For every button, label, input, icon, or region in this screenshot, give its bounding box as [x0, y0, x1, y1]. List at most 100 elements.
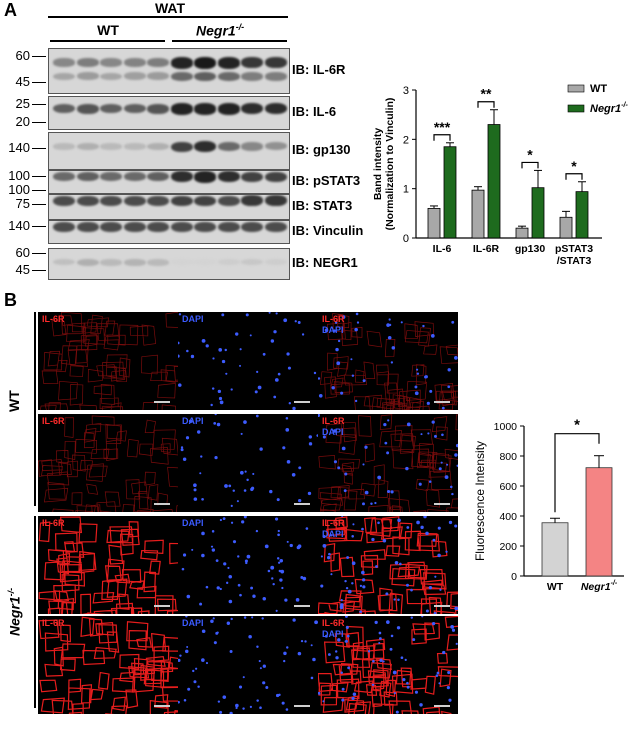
nucleus-dot [237, 583, 241, 587]
nucleus-dot [248, 634, 252, 639]
nucleus-dot [331, 386, 335, 390]
y-tick-label: 2 [403, 134, 409, 146]
blot-band [123, 221, 146, 232]
nucleus-dot [277, 561, 281, 564]
nucleus-dot [345, 625, 349, 629]
nucleus-dot [446, 463, 449, 466]
nucleus-dot [228, 484, 232, 488]
nucleus-dot [362, 502, 365, 506]
nucleus-dot [199, 472, 202, 475]
nucleus-dot [285, 416, 289, 420]
nucleus-dot [388, 318, 391, 321]
nucleus-dot [312, 657, 316, 662]
nucleus-dot [178, 313, 182, 316]
nucleus-dot [187, 687, 191, 691]
nucleus-dot [341, 315, 346, 319]
ib-label: IB: IL-6R [292, 62, 346, 77]
nucleus-dot [191, 548, 194, 551]
x-tick-label-line: pSTAT3 [555, 243, 593, 255]
nucleus-dot [250, 586, 254, 590]
nucleus-dot [451, 492, 454, 496]
nucleus-dot [252, 472, 255, 476]
nucleus-dot [268, 312, 271, 314]
nucleus-dot [298, 466, 302, 470]
blot-band [147, 258, 169, 266]
x-tick-label-line: IL-6 [433, 243, 452, 255]
nucleus-dot [393, 692, 396, 695]
membrane-stain [38, 516, 178, 614]
nucleus-dot [410, 588, 413, 592]
micrograph-image [38, 516, 178, 614]
nucleus-dot [406, 685, 410, 689]
nucleus-dot [367, 650, 371, 653]
channel-label: IL-6R DAPI [322, 618, 345, 640]
il6r-channel-label: IL-6R [42, 314, 65, 324]
nucleus-dot [213, 641, 217, 645]
y-tick-label: 1 [403, 184, 409, 196]
molecular-weight-marker: 60 [15, 245, 30, 260]
wt-row-label: WT [6, 390, 22, 412]
nucleus-dot [201, 658, 205, 662]
dapi-channel-label: DAPI [322, 427, 344, 437]
nucleus-dot [454, 606, 458, 611]
nucleus-dot [386, 323, 390, 327]
dapi-channel-label: DAPI [182, 314, 204, 324]
nucleus-dot [336, 361, 341, 366]
nucleus-dot [424, 375, 427, 379]
scale-bar [294, 503, 310, 505]
nucleus-dot [450, 625, 455, 629]
nucleus-dot [314, 620, 318, 625]
nucleus-dot [439, 588, 442, 591]
micrograph-tile: DAPI [178, 516, 318, 614]
x-tick-label: WT [547, 581, 564, 592]
nucleus-dot [211, 387, 215, 390]
nucleus-dot [276, 498, 280, 502]
nucleus-dot [435, 674, 439, 677]
blot-band [100, 72, 122, 80]
nucleus-dot [344, 640, 348, 643]
nucleus-dot [269, 489, 273, 494]
blot-band [53, 195, 75, 206]
nucleus-dot [344, 472, 348, 476]
nucleus-dot [421, 616, 424, 618]
nucleus-dot [190, 354, 195, 359]
marker-tick [32, 226, 46, 227]
nucleus-dot [362, 379, 366, 383]
micrograph-tile: DAPI [178, 616, 318, 714]
x-tick-label-main: WT [547, 581, 564, 592]
significance-label: *** [434, 119, 451, 135]
nucleus-dot [195, 667, 198, 670]
nucleus-dot [335, 656, 339, 660]
y-tick-label: 0 [403, 233, 409, 245]
nucleus-dot [273, 395, 277, 399]
nucleus-dot [219, 518, 222, 522]
nucleus-dot [292, 618, 296, 622]
y-tick-label: 400 [499, 511, 517, 523]
scale-bar [154, 503, 170, 505]
nucleus-dot [205, 585, 209, 589]
nucleus-dot [261, 617, 264, 620]
nucleus-dot [272, 582, 275, 586]
nucleus-dot [372, 659, 375, 663]
x-tick-label: pSTAT3/STAT3 [555, 243, 593, 267]
nucleus-dot [384, 441, 388, 445]
bar [575, 191, 589, 239]
scale-bar [294, 705, 310, 707]
legend-label-main: Negr1 [590, 103, 621, 115]
nucleus-dot [310, 676, 314, 680]
marker-tick [32, 270, 46, 271]
nucleus-dot [364, 445, 368, 449]
nucleus-dot [298, 498, 302, 503]
nucleus-dot [182, 553, 187, 557]
nucleus-dot [441, 406, 445, 410]
nucleus-dot [386, 451, 390, 455]
dapi-channel-label: DAPI [182, 518, 204, 528]
nucleus-dot [318, 691, 321, 695]
nucleus-dot [210, 403, 213, 407]
nucleus-dot [216, 586, 220, 590]
nucleus-dot [308, 442, 313, 446]
channel-label: IL-6R [42, 314, 65, 325]
nucleus-dot [178, 341, 180, 345]
nucleus-dot [448, 520, 453, 525]
scale-bar [154, 605, 170, 607]
